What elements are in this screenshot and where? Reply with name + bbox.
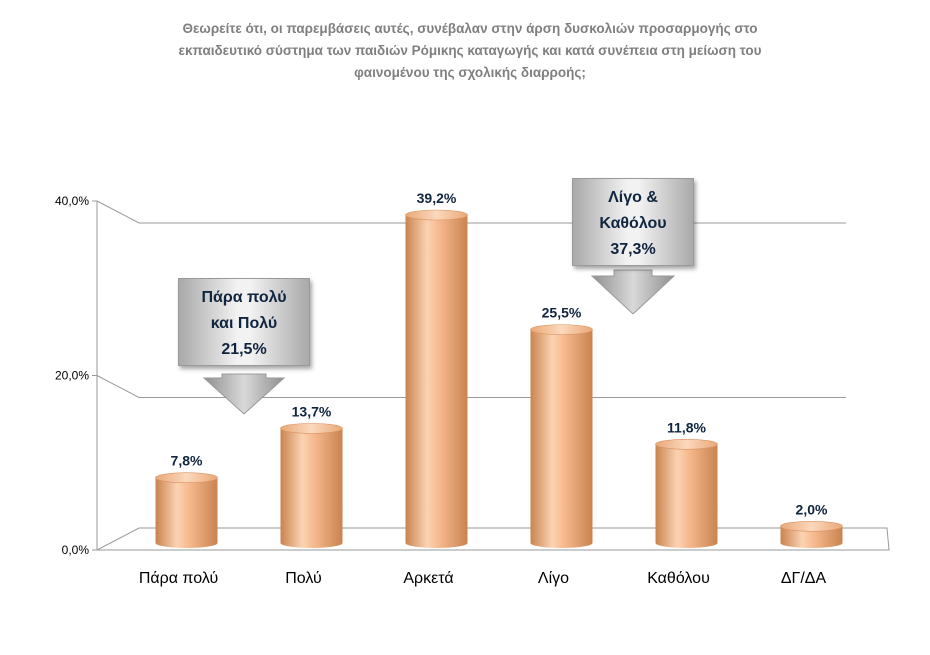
title-line-3: φαινομένου της σχολικής διαρροής; [354, 65, 586, 80]
bar-body [280, 428, 343, 548]
bar-top [405, 209, 468, 221]
bar [530, 324, 593, 548]
y-tick-label: 40,0% [55, 194, 89, 208]
callout-1-line-2: και Πολύ [210, 315, 278, 332]
gridline [96, 200, 846, 224]
value-label: 2,0% [796, 501, 828, 517]
callout-2-line-1: Λίγο & [608, 189, 658, 206]
gridline [96, 375, 846, 398]
x-tick-label: ΔΓ/ΔΑ [781, 570, 827, 587]
callout-1-line-1: Πάρα πολύ [201, 289, 287, 306]
bar-top [155, 472, 218, 484]
value-label: 25,5% [542, 305, 582, 321]
chart-floor [96, 527, 890, 551]
bar-top [280, 423, 343, 434]
chart-title: Θεωρείτε ότι, οι παρεμβάσεις αυτές, συνέ… [60, 18, 880, 84]
bar-body [655, 444, 718, 548]
callout-2-line-2: Καθόλου [599, 215, 667, 232]
value-label: 13,7% [292, 403, 332, 419]
value-labels: 7,8% 13,7% 39,2% 25,5% 11,8% 2,0% [171, 190, 828, 517]
title-line-1: Θεωρείτε ότι, οι παρεμβάσεις αυτές, συνέ… [182, 21, 758, 36]
x-axis: Πάρα πολύ Πολύ Αρκετά Λίγο Καθόλου ΔΓ/ΔΑ [139, 570, 827, 587]
x-tick-label: Καθόλου [647, 570, 710, 587]
bars [155, 209, 843, 548]
bar-top [655, 438, 718, 450]
bar [655, 438, 718, 548]
y-tick-label: 20,0% [55, 369, 89, 383]
value-label: 39,2% [417, 190, 457, 206]
bar-body [155, 477, 218, 548]
callout-1-line-3: 21,5% [221, 341, 267, 358]
x-tick-label: Λίγο [538, 570, 569, 587]
x-tick-label: Αρκετά [403, 570, 453, 587]
x-tick-label: Πάρα πολύ [139, 570, 218, 587]
bar-top [530, 324, 593, 335]
bar [405, 209, 468, 548]
y-axis: 0,0% 20,0% 40,0% [55, 194, 97, 557]
bar-body [530, 329, 593, 548]
value-label: 11,8% [667, 419, 706, 435]
callout-2-line-3: 37,3% [610, 241, 656, 258]
y-tick-label: 0,0% [62, 543, 90, 557]
bar-body [405, 215, 468, 548]
x-tick-label: Πολύ [285, 570, 322, 587]
bar [155, 472, 218, 548]
bar [280, 423, 343, 548]
bar-body [780, 526, 843, 548]
bar [780, 520, 843, 548]
value-label: 7,8% [171, 453, 203, 469]
bar-top [780, 520, 843, 532]
title-line-2: εκπαιδευτικό σύστημα των παιδιών Ρόμικης… [178, 43, 762, 58]
